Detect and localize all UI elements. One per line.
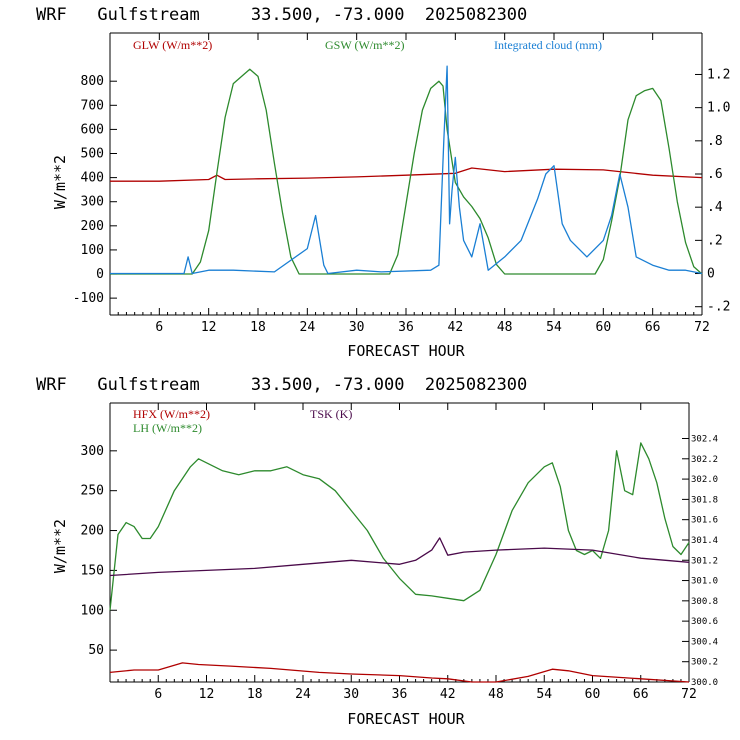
chart1-y2tick-label: .2 [707, 233, 723, 248]
chart2-ytick-label: 250 [81, 484, 104, 499]
chart2-ytick-label: 100 [81, 603, 104, 618]
chart1-ytick-label: 800 [81, 74, 104, 89]
chart2-xtick-label: 72 [681, 687, 697, 702]
chart2-xtick-label: 6 [154, 687, 162, 702]
chart1-series-2-line [110, 68, 703, 275]
chart1-ytick-label: 200 [81, 219, 104, 234]
chart2-y2tick-label: 300.6 [691, 617, 718, 627]
chart2-series-1-line [109, 662, 690, 683]
chart1-ytick-label: 700 [81, 98, 104, 113]
chart1-xtick-label: 72 [694, 320, 710, 335]
chart2-y2tick-label: 302.0 [691, 475, 718, 485]
chart1-xtick-label: 60 [596, 320, 612, 335]
chart2-y2tick-label: 300.2 [691, 658, 718, 668]
chart2-y2tick-label: 302.4 [691, 435, 718, 445]
chart2-xtick-label: 18 [247, 687, 263, 702]
chart1-ytick-label: 100 [81, 243, 104, 258]
chart1-legend-cloud: Integrated cloud (mm) [494, 38, 602, 52]
chart2-ytick-label: 200 [81, 524, 104, 539]
chart1-y2tick-label: .6 [707, 167, 723, 182]
chart1-xtick-label: 66 [645, 320, 661, 335]
chart2-y2tick-label: 300.8 [691, 597, 718, 607]
chart1-xtick-label: 48 [497, 320, 513, 335]
chart2-legend-hfx: HFX (W/m**2) [133, 407, 210, 421]
chart1-xtick-label: 36 [398, 320, 414, 335]
chart2-y2tick-label: 301.2 [691, 556, 718, 566]
chart1-y2tick-label: 1.2 [707, 67, 730, 82]
chart2-series-3-line [109, 537, 690, 577]
chart1-xtick-label: 30 [349, 320, 365, 335]
chart2-xtick-label: 42 [440, 687, 456, 702]
chart1-y2tick-label: .8 [707, 134, 723, 149]
chart2-xlabel: FORECAST HOUR [347, 710, 465, 728]
chart2-ylabel: W/m**2 [51, 519, 69, 573]
chart2-legend-lh: LH (W/m**2) [133, 421, 202, 435]
chart2-y2tick-label: 300.4 [691, 637, 718, 647]
chart1-ytick-label: 300 [81, 195, 104, 210]
chart1-xtick-label: 12 [201, 320, 217, 335]
chart1-y2tick-label: .4 [707, 200, 723, 215]
chart1-ylabel: W/m**2 [51, 155, 69, 209]
chart2-xtick-label: 54 [536, 687, 552, 702]
chart2-y2tick-label: 301.0 [691, 577, 718, 587]
chart2-xtick-label: 30 [343, 687, 359, 702]
chart1-xlabel: FORECAST HOUR [347, 342, 465, 360]
chart1-title: WRF Gulfstream 33.500, -73.000 202508230… [36, 5, 527, 25]
chart1-ytick-label: 400 [81, 171, 104, 186]
chart1-legend-gsw: GSW (W/m**2) [325, 38, 404, 52]
chart1-y2tick-label: 0 [707, 267, 715, 282]
chart2-y2tick-label: 300.0 [691, 678, 718, 688]
chart2-y2tick-label: 302.2 [691, 455, 718, 465]
chart1-xtick-label: 42 [448, 320, 464, 335]
chart1-y2tick-label: 1.0 [707, 101, 730, 116]
chart1-y2tick-label: -.2 [707, 300, 730, 315]
chart2-xtick-label: 36 [392, 687, 408, 702]
chart1-xtick-label: 6 [155, 320, 163, 335]
chart1-xtick-label: 54 [546, 320, 562, 335]
chart1-ytick-label: 500 [81, 147, 104, 162]
chart2-xtick-label: 24 [295, 687, 311, 702]
chart1-xtick-label: 18 [250, 320, 266, 335]
chart2-xtick-label: 60 [585, 687, 601, 702]
chart2-title: WRF Gulfstream 33.500, -73.000 202508230… [36, 375, 527, 395]
chart2-xtick-label: 66 [633, 687, 649, 702]
chart1-xtick-label: 24 [300, 320, 316, 335]
chart2-ytick-label: 300 [81, 444, 104, 459]
chart2-ytick-label: 150 [81, 563, 104, 578]
chart1-series-1-line [110, 167, 703, 182]
chart2-y2tick-label: 301.8 [691, 495, 718, 505]
chart2-ytick-label: 50 [88, 643, 104, 658]
chart1-series-3-line [110, 65, 703, 275]
chart1-ytick-label: -100 [73, 291, 104, 306]
chart1-legend-glw: GLW (W/m**2) [133, 38, 212, 52]
chart2-xtick-label: 12 [199, 687, 215, 702]
chart2-series-2-line [109, 442, 690, 611]
chart1-ytick-label: 600 [81, 122, 104, 137]
chart2-y2tick-label: 301.4 [691, 536, 718, 546]
chart2-xtick-label: 48 [488, 687, 504, 702]
chart1-ytick-label: 0 [96, 267, 104, 282]
chart2-legend-tsk: TSK (K) [310, 407, 352, 421]
chart2-y2tick-label: 301.6 [691, 516, 718, 526]
